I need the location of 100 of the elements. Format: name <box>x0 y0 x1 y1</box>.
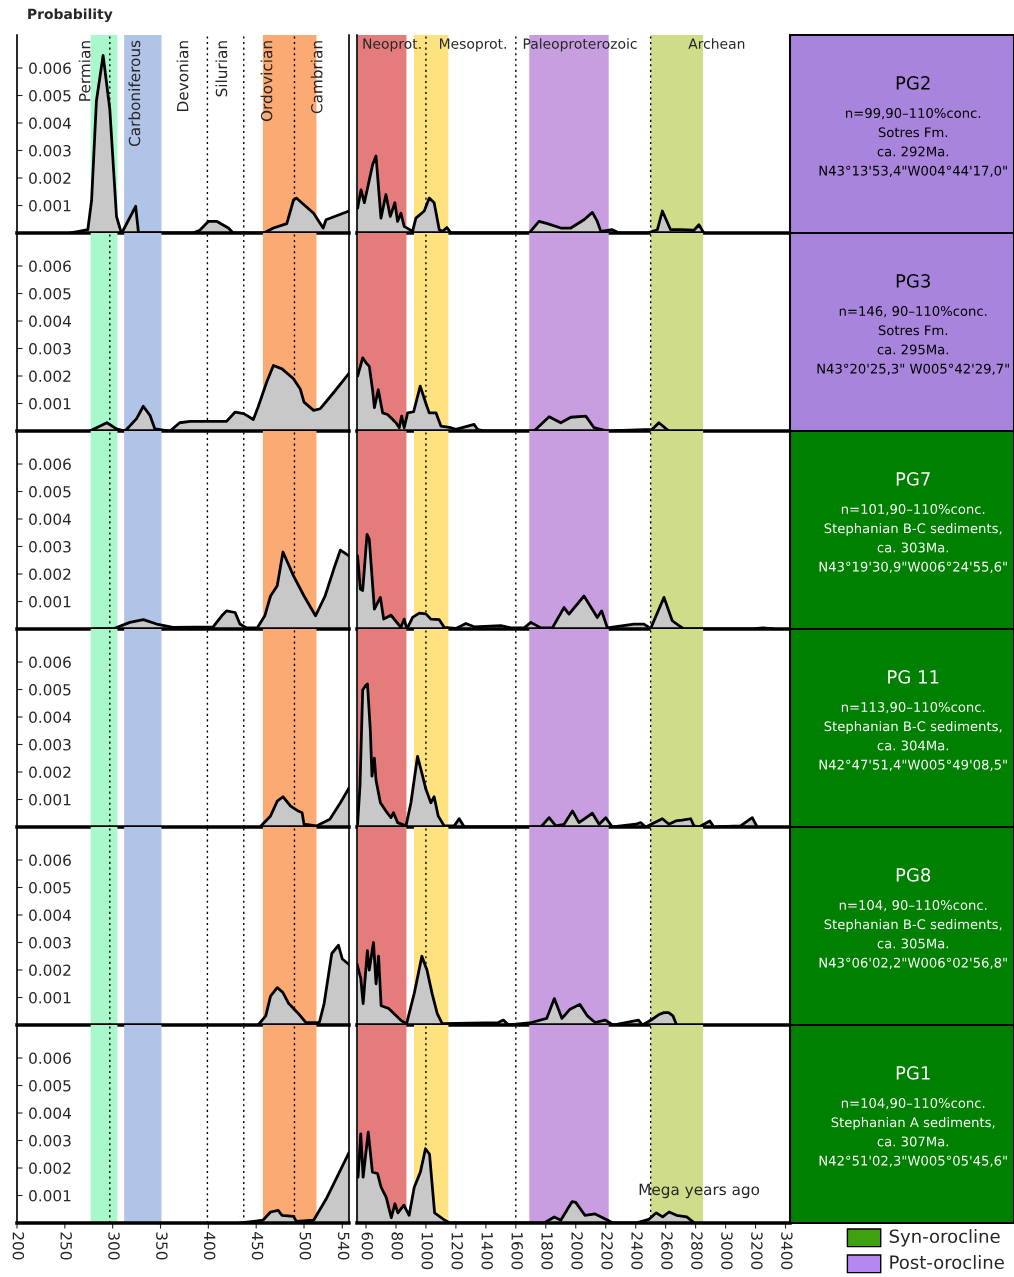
y-tick-label: 0.005 <box>29 89 71 102</box>
text: n=101,90–110%conc. <box>841 504 985 516</box>
y-tick-label: 0.005 <box>29 1079 71 1092</box>
x-tick-label: 250 <box>60 1232 72 1260</box>
y-tick-label: 0.003 <box>29 342 71 355</box>
y-tick-label: 0.006 <box>29 260 71 273</box>
text: ca. 305Ma. <box>877 938 949 949</box>
x-tick-label: 2800 <box>691 1232 703 1270</box>
text: ca. 304Ma. <box>877 740 949 751</box>
annotation: Cambrian <box>310 41 323 114</box>
text: ca. 292Ma. <box>877 146 949 157</box>
annotation: Ordovician <box>260 41 273 122</box>
y-tick-label: 0.006 <box>29 62 71 75</box>
y-tick-label: 0.006 <box>29 458 71 471</box>
text: N43°19'30,9"W006°24'55,6" <box>819 561 1007 573</box>
y-tick-label: 0.001 <box>29 397 71 410</box>
annotation: Archean <box>688 38 745 49</box>
text: n=113,90–110%conc. <box>841 702 985 714</box>
y-tick-label: 0.005 <box>29 881 71 894</box>
x-tick-label: 500 <box>299 1232 312 1260</box>
y-tick-label: 0.002 <box>29 964 71 977</box>
y-tick-label: 0.004 <box>29 1107 71 1120</box>
category-label: Syn-orocline <box>889 1229 1000 1247</box>
y-tick-label: 0.004 <box>29 909 71 922</box>
x-tick-label: 3200 <box>751 1232 763 1270</box>
x-tick-label: 300 <box>108 1232 120 1260</box>
y-tick-label: 0.001 <box>29 595 71 608</box>
x-tick-label: 3400 <box>781 1232 793 1270</box>
text: n=99,90–110%conc. <box>846 108 981 120</box>
annotation: Silurian <box>215 41 228 97</box>
text: N43°13'53,4"W004°44'17,0" <box>819 165 1007 177</box>
annotation: Paleoproterozoic <box>523 38 637 52</box>
y-tick-label: 0.005 <box>29 683 71 696</box>
y-tick-label: 0.006 <box>29 1052 71 1065</box>
x-tick-label: 1200 <box>451 1233 464 1270</box>
text: PG7 <box>896 472 930 486</box>
y-tick-label: 0.001 <box>29 1189 71 1202</box>
x-tick-label: 1800 <box>541 1233 553 1270</box>
x-tick-label: 540 <box>337 1232 350 1260</box>
y-tick-label: 0.002 <box>29 766 71 779</box>
text: Stephanian B-C sediments, <box>824 721 1002 734</box>
y-axis-title: Probability <box>28 8 113 22</box>
x-tick-label: 2200 <box>601 1232 613 1270</box>
x-tick-label: 1400 <box>481 1233 493 1270</box>
y-tick-label: 0.001 <box>29 991 71 1004</box>
text: n=146, 90–110%conc. <box>839 306 987 318</box>
y-tick-label: 0.006 <box>29 854 71 867</box>
y-tick-label: 0.002 <box>29 370 71 383</box>
x-tick-label: 2400 <box>631 1232 643 1270</box>
y-tick-label: 0.001 <box>29 199 71 212</box>
x-tick-label: 2000 <box>571 1232 583 1270</box>
x-tick-label: 3000 <box>721 1232 733 1270</box>
text: ca. 307Ma. <box>877 1136 949 1147</box>
text: ca. 295Ma. <box>877 344 949 355</box>
text: N42°47'51,4"W005°49'08,5" <box>819 759 1007 771</box>
y-tick-label: 0.003 <box>29 936 71 949</box>
y-tick-label: 0.002 <box>29 568 71 581</box>
text: Sotres Fm. <box>878 325 948 336</box>
x-tick-label: 600 <box>361 1232 374 1260</box>
y-tick-label: 0.006 <box>29 656 71 669</box>
x-tick-label: 2600 <box>661 1232 673 1270</box>
text: n=104, 90–110%conc. <box>839 900 987 912</box>
x-tick-label: 1600 <box>511 1233 523 1270</box>
y-tick-label: 0.002 <box>29 1162 71 1175</box>
text: Stephanian B-C sediments, <box>824 919 1002 932</box>
text: N43°06'02,2"W006°02'56,8" <box>819 957 1007 969</box>
text: PG2 <box>896 76 930 90</box>
x-tick-label: 400 <box>203 1232 216 1260</box>
y-tick-label: 0.005 <box>29 485 71 498</box>
text: N42°51'02,3"W005°05'45,6" <box>819 1155 1007 1167</box>
annotation: Permian <box>78 41 91 101</box>
category-label: Post-orocline <box>890 1255 1004 1270</box>
y-tick-label: 0.003 <box>29 1134 71 1147</box>
y-tick-label: 0.004 <box>29 513 71 526</box>
y-tick-label: 0.003 <box>29 144 71 157</box>
y-tick-label: 0.001 <box>29 793 71 806</box>
text: PG1 <box>896 1066 930 1080</box>
x-tick-label: 350 <box>156 1232 168 1260</box>
text: Stephanian B-C sediments, <box>824 523 1002 536</box>
text: PG 11 <box>888 670 939 684</box>
text: N43°20'25,3" W005°42'29,7" <box>817 363 1009 375</box>
x-tick-label: 450 <box>251 1232 264 1260</box>
y-tick-label: 0.004 <box>29 315 71 328</box>
y-tick-label: 0.003 <box>29 738 71 751</box>
x-tick-label: 1000 <box>421 1233 434 1270</box>
text: Stephanian A sediments, <box>831 1117 995 1130</box>
text: Sotres Fm. <box>878 127 948 138</box>
text: PG3 <box>896 274 930 288</box>
y-tick-label: 0.004 <box>29 117 71 130</box>
x-tick-label: 200 <box>12 1232 25 1260</box>
y-tick-label: 0.005 <box>29 287 71 300</box>
annotation: Devonian <box>176 41 189 111</box>
annotation: Carboniferous <box>128 40 141 147</box>
y-tick-label: 0.002 <box>29 172 71 185</box>
text: ca. 303Ma. <box>877 542 949 553</box>
x-tick-label: 800 <box>391 1232 404 1260</box>
text: PG8 <box>896 868 931 882</box>
y-tick-label: 0.004 <box>29 711 71 724</box>
y-tick-label: 0.003 <box>29 540 71 553</box>
text: n=104,90–110%conc. <box>841 1098 985 1110</box>
